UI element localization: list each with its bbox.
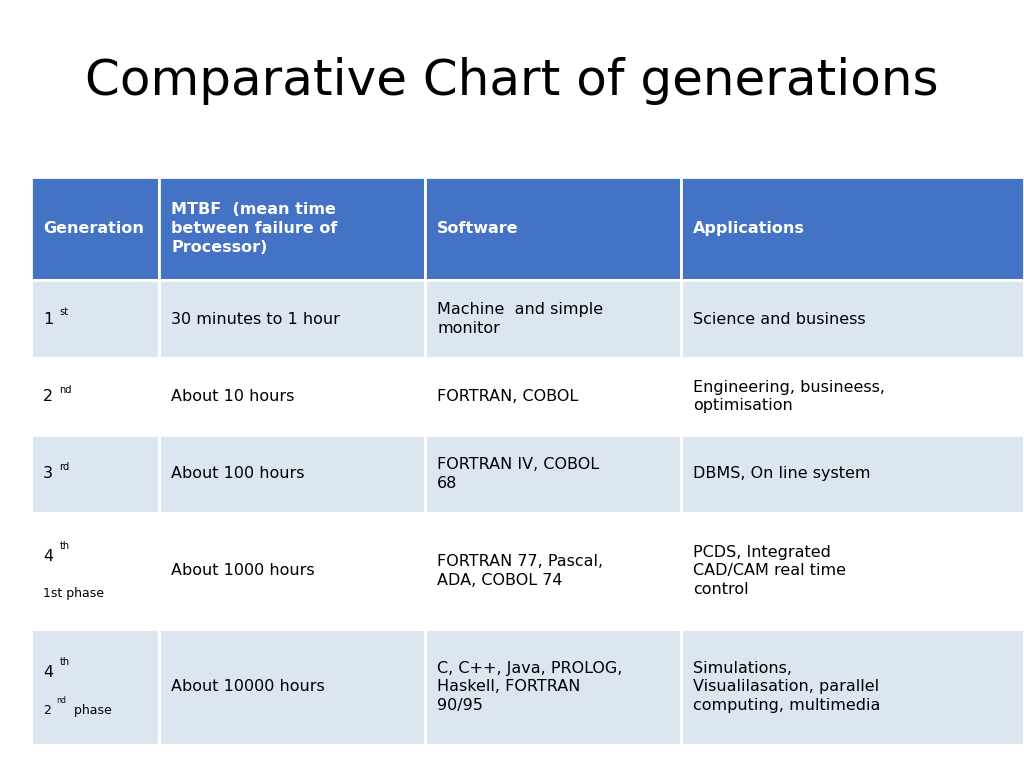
Text: th: th (59, 657, 70, 667)
Bar (425, 629, 681, 745)
Text: About 100 hours: About 100 hours (171, 466, 304, 482)
Bar (159, 629, 425, 745)
Bar (681, 177, 1024, 280)
Bar (425, 513, 681, 629)
Bar (425, 435, 681, 513)
Text: 4: 4 (43, 665, 53, 680)
Bar (681, 513, 1024, 629)
Text: 3: 3 (43, 466, 53, 482)
Bar (425, 177, 681, 280)
Text: Engineering, busineess,
optimisation: Engineering, busineess, optimisation (693, 379, 885, 413)
Bar (31, 358, 159, 435)
Text: PCDS, Integrated
CAD/CAM real time
control: PCDS, Integrated CAD/CAM real time contr… (693, 545, 846, 597)
Text: 4: 4 (43, 549, 53, 564)
Text: FORTRAN IV, COBOL
68: FORTRAN IV, COBOL 68 (437, 457, 599, 491)
Text: FORTRAN, COBOL: FORTRAN, COBOL (437, 389, 579, 404)
Bar (31, 280, 159, 358)
Bar (159, 280, 425, 358)
Text: Software: Software (437, 221, 519, 236)
Text: Machine  and simple
monitor: Machine and simple monitor (437, 303, 603, 336)
Text: FORTRAN 77, Pascal,
ADA, COBOL 74: FORTRAN 77, Pascal, ADA, COBOL 74 (437, 554, 603, 588)
Text: Science and business: Science and business (693, 312, 866, 326)
Bar (159, 358, 425, 435)
Text: 2: 2 (43, 389, 53, 404)
Text: nd: nd (56, 696, 67, 705)
Text: Applications: Applications (693, 221, 805, 236)
Text: phase: phase (70, 703, 112, 717)
Text: C, C++, Java, PROLOG,
Haskell, FORTRAN
90/95: C, C++, Java, PROLOG, Haskell, FORTRAN 9… (437, 660, 623, 713)
Text: nd: nd (59, 385, 72, 395)
Text: About 10 hours: About 10 hours (171, 389, 294, 404)
Bar (31, 435, 159, 513)
Bar (681, 629, 1024, 745)
Text: MTBF  (mean time
between failure of
Processor): MTBF (mean time between failure of Proce… (171, 203, 337, 254)
Text: 2: 2 (43, 703, 51, 717)
Bar (425, 280, 681, 358)
Text: rd: rd (59, 462, 70, 472)
Text: About 1000 hours: About 1000 hours (171, 563, 314, 578)
Bar (681, 280, 1024, 358)
Bar (31, 177, 159, 280)
Text: DBMS, On line system: DBMS, On line system (693, 466, 870, 482)
Bar (31, 629, 159, 745)
Text: About 10000 hours: About 10000 hours (171, 680, 325, 694)
Text: th: th (59, 541, 70, 551)
Bar (159, 513, 425, 629)
Text: Comparative Chart of generations: Comparative Chart of generations (85, 57, 939, 104)
Bar (681, 435, 1024, 513)
Text: st: st (59, 307, 69, 317)
Text: 1: 1 (43, 312, 53, 326)
Text: Simulations,
Visualilasation, parallel
computing, multimedia: Simulations, Visualilasation, parallel c… (693, 660, 881, 713)
Text: 1st phase: 1st phase (43, 588, 104, 601)
Bar (159, 435, 425, 513)
Bar (681, 358, 1024, 435)
Text: 30 minutes to 1 hour: 30 minutes to 1 hour (171, 312, 340, 326)
Bar (31, 513, 159, 629)
Text: Generation: Generation (43, 221, 144, 236)
Bar (425, 358, 681, 435)
Bar (159, 177, 425, 280)
